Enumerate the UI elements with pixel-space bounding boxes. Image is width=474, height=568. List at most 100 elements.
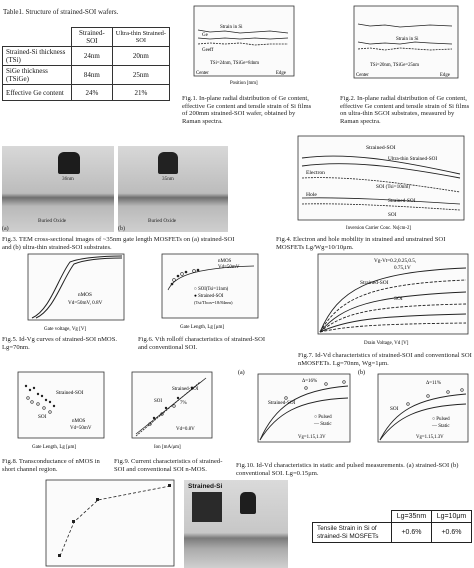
fig1-label: Center (196, 71, 209, 76)
fig6-label: (Tsi/Tbox=18/84nm) (194, 300, 233, 305)
gate-length-label: 35nm (162, 176, 174, 182)
fig6-label: Gate Length, Lg [μm] (180, 325, 224, 330)
fig8-label: Vd=50mV (70, 426, 92, 431)
fig6-label: ○ SOI(Tsi=11nm) (194, 287, 229, 292)
fig4-caption: Fig.4. Electron and hole mobility in str… (276, 236, 446, 251)
fig4-label: Ultra-thin Strained-SOI (388, 156, 437, 162)
gate-shape (158, 152, 178, 174)
fig7-label: SOI (394, 296, 403, 302)
table1-row-label: Effective Ge content (2, 84, 72, 101)
tem-image-b: 35nm Buried Oxide (118, 146, 228, 232)
table1-cell: 21% (111, 84, 171, 101)
fig9-label: Vd=0.8V (176, 427, 195, 432)
fig10b-label: Δ=11% (426, 381, 441, 386)
fig5-label: Gate voltage, Vg [V] (44, 327, 86, 332)
fig6-caption: Fig.6. Vth rolloff characteristics of st… (138, 336, 266, 351)
fig10a-label: ○ Pulsed (314, 415, 332, 420)
fig9-plot: Strained-SOI SOI 7% Vd=0.8V Ion [mA/μm] (131, 371, 213, 450)
buried-oxide-label: Buried Oxide (38, 218, 67, 224)
fig10-caption: Fig.10. Id-Vd characteristics in static … (236, 462, 459, 477)
fig6-label: Vd=50mV (218, 265, 240, 270)
table1-cell: 24% (70, 84, 113, 101)
panel-tag: (b) (358, 369, 365, 376)
fig1-label: Ge (202, 33, 209, 38)
fig5-plot: nMOS Vd=50mV, 0.8V Gate voltage, Vg [V] (27, 253, 125, 332)
fig1-caption: Fig.1. In-plane radial distribution of G… (182, 95, 312, 125)
fig4-label: SOI (Tsi=10nm) (376, 183, 410, 190)
tem-image-a: 36nm Buried Oxide (2, 146, 114, 232)
fig7-label: Vg-Vt=0.2,0.25,0.5, (374, 258, 416, 264)
fig5-label: nMOS (78, 292, 92, 298)
fig10b-plot: (b) Δ=11% SOI ○ Pulsed — Static Vg=1.15,… (358, 369, 469, 443)
fig1-label: Position [mm] (230, 81, 258, 86)
fig1-label: Strain in Si (220, 25, 243, 30)
fig5-label: Vd=50mV, 0.8V (68, 300, 103, 306)
photo-label: Strained-Si (188, 483, 223, 490)
table1-cell: 20nm (111, 46, 171, 66)
fig9-label: Strained-SOI (172, 387, 199, 392)
panel-tag: (a) (2, 226, 9, 232)
panel-tag: (a) (238, 369, 245, 376)
fig10a-label: Vg=1.15,1.3V (298, 435, 326, 440)
fig1-plot: Strain in Si Ge Geeff TSi=24nm, TSiGe=84… (193, 5, 295, 86)
fig2-label: Edge (440, 73, 450, 78)
fig1-label: Geeff (202, 48, 214, 53)
fig2-label: TSi=20nm, TSiGe=25nm (370, 63, 419, 68)
table2-col-header: Lg=35nm (391, 510, 432, 523)
fig6-plot: nMOS Vd=50mV ○ SOI(Tsi=11nm) ● Strained-… (161, 253, 259, 330)
fig9-label: 7% (180, 401, 187, 406)
fig4-label: Strained-SOI (388, 198, 416, 204)
fig4-label: SOI (388, 212, 397, 218)
fig6-label: ● Strained-SOI (194, 294, 224, 299)
fig9-caption: Fig.9. Current characteristics of strain… (114, 458, 223, 473)
fig7-plot: Vg-Vt=0.2,0.25,0.5, 0.75,1V Strained-SOI… (317, 253, 469, 346)
bottom-chart (45, 479, 175, 567)
table1-row-label: SiGe thickness (TSiGe) (2, 65, 72, 85)
fig7-label: 0.75,1V (394, 265, 411, 271)
strained-si-tem-image: Strained-Si (184, 480, 288, 568)
fig9-label: Ion [mA/μm] (154, 445, 181, 450)
fig2-caption: Fig.2. In-plane radial distribution of G… (340, 95, 470, 125)
fig4-label: Hole (306, 192, 317, 198)
fig10b-label: Vg=1.15,1.3V (416, 435, 444, 440)
table2-cell: +0.6% (430, 521, 473, 544)
table1-caption: Table1. Structure of strained-SOI wafers… (3, 8, 119, 16)
table1-row-label: Strained-Si thickness (TSi) (2, 46, 72, 66)
table1-cell: 84nm (70, 65, 113, 85)
panel-tag: (b) (118, 226, 125, 232)
fig6-label: nMOS (218, 259, 232, 264)
fig8-label: Strained-SOI (56, 390, 84, 396)
fig2-plot: Strain in Si TSi=20nm, TSiGe=25nm Center… (353, 5, 459, 79)
fig7-label: Strained-SOI (360, 280, 389, 286)
fig10a-plot: (a) Δ=16% Strained-SOI ○ Pulsed — Static… (238, 369, 351, 443)
fig4-label: Strained-SOI (366, 145, 396, 151)
fig3-caption: Fig.3. TEM cross-sectional images of ~35… (2, 236, 235, 251)
fig1-label: TSi=24nm, TSiGe=84nm (210, 61, 259, 66)
fig8-caption: Fig.8. Transconductance of nMOS in short… (2, 458, 100, 473)
fig9-label: SOI (154, 399, 162, 404)
buried-oxide-label: Buried Oxide (148, 218, 177, 224)
gate-length-label: 36nm (62, 176, 74, 182)
table1: Strained-SOI Ultra-thin Strained-SOI Str… (2, 27, 171, 101)
fig2-label: Strain in Si (396, 37, 419, 42)
table1-cell: 25nm (111, 65, 171, 85)
fig8-label: SOI (38, 414, 47, 420)
table1-col-header: Strained-SOI (70, 27, 113, 47)
fig10b-label: — Static (431, 424, 450, 429)
fig7-caption: Fig.7. Id-Vd characteristics of strained… (298, 352, 472, 367)
fig4-label: Electron (306, 170, 325, 176)
gate-shape (58, 152, 80, 174)
fig10b-label: ○ Pulsed (432, 417, 450, 422)
fig1-label: Edge (276, 71, 286, 76)
fig10a-label: — Static (313, 422, 332, 427)
fig4-label: Inversion Carrier Conc. Ns[cm-2] (346, 226, 411, 231)
fig4-plot: Strained-SOI Ultra-thin Strained-SOI Ele… (297, 135, 465, 231)
table2-col-header: Lg=10μm (430, 510, 473, 523)
fig8-label: Gate Length, Lg [μm] (32, 445, 76, 450)
fig10a-label: Strained-SOI (268, 400, 296, 406)
fig5-caption: Fig.5. Id-Vg curves of strained-SOI nMOS… (2, 336, 118, 351)
table1-col-header: Ultra-thin Strained-SOI (111, 27, 171, 47)
table2: Lg=35nm Lg=10μm Tensile Strain in Si of … (312, 510, 473, 544)
fig8-plot: Strained-SOI SOI nMOS Vd=50mV Gate Lengt… (17, 371, 105, 450)
inset-image (192, 492, 222, 522)
